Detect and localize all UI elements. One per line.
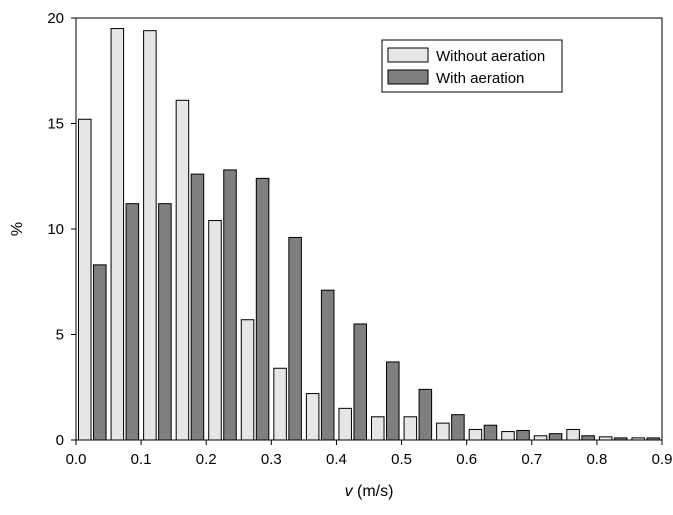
bar-with-aeration — [223, 169, 237, 441]
x-tick-label: 0.7 — [521, 451, 542, 468]
bar-without-aeration — [273, 367, 287, 441]
bar-with-aeration — [548, 433, 563, 441]
bar-with-aeration — [125, 203, 140, 441]
y-tick-label: 10 — [47, 221, 64, 238]
bar-without-aeration — [371, 416, 385, 441]
bar-without-aeration — [208, 220, 222, 441]
x-axis-title: v (m/s) — [345, 483, 394, 500]
bar-without-aeration — [403, 416, 418, 441]
y-axis: 0 5 10 15 20 — [47, 10, 76, 449]
bar-without-aeration — [338, 407, 352, 441]
bar-without-aeration — [436, 422, 450, 441]
x-tick-label: 0.8 — [586, 451, 607, 468]
bar-without-aeration — [110, 28, 125, 441]
legend-swatch — [387, 69, 429, 85]
x-tick-label: 0.9 — [652, 451, 673, 468]
x-tick-label: 0.6 — [456, 451, 477, 468]
legend-label: Without aeration — [436, 48, 545, 65]
bar-with-aeration — [451, 414, 465, 441]
bar-with-aeration — [158, 203, 172, 441]
bar-without-aeration — [501, 431, 515, 441]
x-tick-label: 0.5 — [391, 451, 412, 468]
bar-without-aeration — [533, 435, 548, 441]
bar-without-aeration — [566, 428, 580, 441]
y-tick-label: 5 — [56, 327, 64, 344]
bar-without-aeration — [305, 393, 320, 441]
bar-without-aeration — [175, 99, 190, 441]
bar-without-aeration — [143, 30, 157, 441]
bar-with-aeration — [93, 264, 107, 441]
x-tick-label: 0.4 — [326, 451, 347, 468]
x-tick-label: 0.3 — [261, 451, 282, 468]
x-tick-label: 0.2 — [196, 451, 217, 468]
bar-with-aeration — [190, 173, 205, 441]
bar-with-aeration — [255, 177, 270, 441]
bar-with-aeration — [418, 388, 433, 441]
y-axis-title: % — [9, 222, 26, 236]
y-tick-label: 15 — [47, 116, 64, 133]
bar-without-aeration — [240, 319, 255, 441]
bar-with-aeration — [386, 361, 400, 441]
bar-without-aeration — [468, 428, 483, 441]
x-axis-unit: (m/s) — [353, 483, 394, 500]
bar-without-aeration — [78, 118, 92, 441]
x-axis: 0.0 0.1 0.2 0.3 0.4 0.5 0.6 0.7 0.8 0.9 — [66, 440, 673, 468]
legend-swatch — [387, 47, 429, 63]
x-tick-label: 0.1 — [131, 451, 152, 468]
bar-with-aeration — [288, 236, 302, 441]
legend: Without aeration With aeration — [381, 39, 563, 93]
y-tick-label: 20 — [47, 10, 64, 27]
bar-with-aeration — [353, 323, 368, 441]
x-axis-variable: v — [345, 483, 354, 500]
x-tick-label: 0.0 — [66, 451, 87, 468]
bar-with-aeration — [483, 424, 498, 441]
bar-with-aeration — [516, 430, 530, 441]
bar-with-aeration — [581, 435, 595, 441]
bars-layer — [78, 28, 660, 441]
bar-with-aeration — [320, 289, 335, 441]
y-tick-label: 0 — [56, 432, 64, 449]
legend-label: With aeration — [436, 70, 524, 87]
